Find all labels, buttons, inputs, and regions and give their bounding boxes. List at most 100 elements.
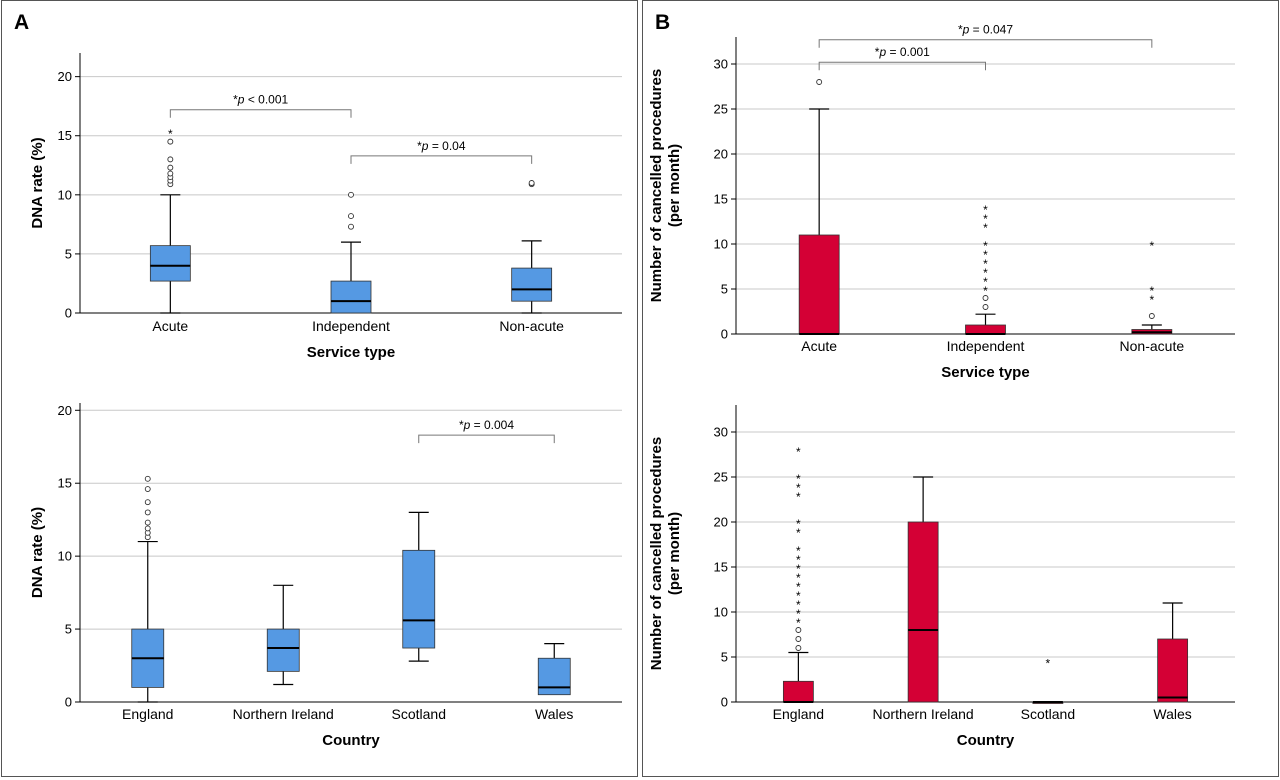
x-tick-label: Non-acute — [499, 318, 564, 334]
chart-a-service-type: 0 5 10 15 20 * Acute Independent Non-acute *p < 0… — [29, 53, 622, 361]
x-tick-label: Wales — [1153, 706, 1191, 722]
outlier-point — [816, 79, 823, 85]
outlier-point — [348, 191, 354, 198]
outlier-point — [167, 138, 174, 145]
bracket-line — [418, 434, 555, 444]
x-axis-title: Country — [957, 732, 1015, 749]
y-tick-label: 10 — [58, 549, 72, 564]
outlier-point — [167, 164, 174, 171]
x-axis-title: Service type — [941, 364, 1029, 381]
extreme-point: * — [796, 472, 801, 486]
outlier-point — [982, 304, 989, 310]
extreme-point: * — [796, 481, 801, 495]
y-tick-label: 0 — [721, 327, 728, 342]
y-tick-label: 15 — [714, 192, 728, 207]
box-iqr — [266, 628, 300, 672]
extreme-point: * — [796, 580, 801, 594]
y-tick-label: 20 — [58, 69, 72, 84]
y-tick-label: 10 — [714, 605, 728, 620]
y-tick-label: 25 — [714, 470, 728, 485]
extreme-point: * — [796, 616, 801, 630]
panel-a: A 0 5 10 15 20 * Acute Independent Non-acute *p <… — [1, 0, 638, 777]
x-axis-title: Service type — [307, 344, 395, 361]
x-tick-label: England — [773, 706, 824, 722]
bracket-line — [818, 61, 986, 71]
extreme-point: * — [168, 127, 173, 141]
y-axis-title: Number of cancelled procedures(per month… — [648, 437, 683, 670]
x-tick-label: Independent — [947, 338, 1025, 354]
p-value-label: *p = 0.001 — [875, 45, 930, 59]
box-non-acute — [511, 180, 553, 314]
box-iqr — [798, 234, 840, 335]
y-tick-label: 10 — [714, 237, 728, 252]
box-acute: * — [149, 127, 191, 314]
y-tick-label: 30 — [714, 425, 728, 440]
outlier-point — [144, 499, 151, 506]
outlier-point — [144, 525, 151, 532]
x-tick-label: Non-acute — [1120, 338, 1185, 354]
extreme-point: * — [983, 221, 988, 235]
outlier-point — [144, 519, 151, 526]
extreme-point: * — [796, 598, 801, 612]
outlier-point — [795, 627, 802, 633]
box-independent: ********* — [965, 203, 1006, 335]
extreme-point: * — [1149, 239, 1154, 253]
box-england: *************** — [782, 445, 814, 703]
extreme-point: * — [983, 284, 988, 298]
box-non-acute: *** — [1131, 239, 1173, 335]
x-tick-label: Scotland — [1021, 706, 1075, 722]
panel-label: A — [14, 11, 30, 34]
y-tick-label: 30 — [714, 57, 728, 72]
extreme-point: * — [796, 571, 801, 585]
extreme-point: * — [983, 257, 988, 271]
y-tick-label: 0 — [65, 695, 72, 710]
extreme-point: * — [796, 562, 801, 576]
y-tick-label: 0 — [721, 695, 728, 710]
outlier-point — [1148, 313, 1155, 319]
extreme-point: * — [983, 266, 988, 280]
significance-bracket: *p = 0.004 — [418, 418, 555, 444]
extreme-point: * — [983, 212, 988, 226]
box-scotland: * — [1032, 657, 1064, 704]
outlier-point — [167, 156, 174, 163]
y-tick-label: 20 — [714, 147, 728, 162]
p-value-label: *p < 0.001 — [233, 93, 288, 107]
x-tick-label: Scotland — [392, 706, 446, 722]
box-acute — [798, 79, 840, 335]
y-tick-label: 15 — [714, 560, 728, 575]
box-iqr — [537, 657, 571, 696]
extreme-point: * — [796, 526, 801, 540]
extreme-point: * — [796, 517, 801, 531]
y-tick-label: 20 — [714, 515, 728, 530]
p-value-label: *p = 0.047 — [958, 23, 1013, 37]
y-tick-label: 10 — [58, 187, 72, 202]
x-tick-label: Northern Ireland — [873, 706, 974, 722]
y-axis-title: Number of cancelled procedures(per month… — [648, 69, 683, 302]
outlier-point — [167, 170, 174, 177]
box-iqr — [782, 680, 814, 703]
box-northern-ireland — [266, 584, 300, 686]
x-tick-label: England — [122, 706, 173, 722]
p-value-label: *p = 0.004 — [459, 418, 514, 432]
extreme-point: * — [1149, 284, 1154, 298]
extreme-point: * — [983, 203, 988, 217]
chart-a-country: 0 5 10 15 20 England Northern Ireland Scotland W… — [29, 403, 622, 749]
box-iqr — [402, 549, 436, 649]
box-iqr — [965, 324, 1006, 335]
extreme-point: * — [983, 239, 988, 253]
x-axis-title: Country — [322, 732, 380, 749]
extreme-point: * — [796, 607, 801, 621]
x-tick-label: Independent — [312, 318, 390, 334]
panel-b: B 0 5 10 15 20 25 30 Acute * * * * * * * * * Independent *… — [642, 0, 1279, 777]
extreme-point: * — [1046, 657, 1051, 671]
outlier-point — [144, 486, 151, 493]
box-iqr — [907, 521, 939, 703]
box-northern-ireland — [907, 476, 939, 703]
outlier-point — [982, 295, 989, 301]
significance-bracket: *p = 0.047 — [818, 23, 1153, 48]
chart-b-service-type: 051015202530Acute*********Independent***… — [648, 23, 1235, 381]
p-value-label: *p = 0.04 — [417, 139, 466, 153]
outlier-point — [348, 213, 354, 220]
panel-label: B — [655, 11, 671, 34]
outlier-point — [348, 223, 354, 230]
